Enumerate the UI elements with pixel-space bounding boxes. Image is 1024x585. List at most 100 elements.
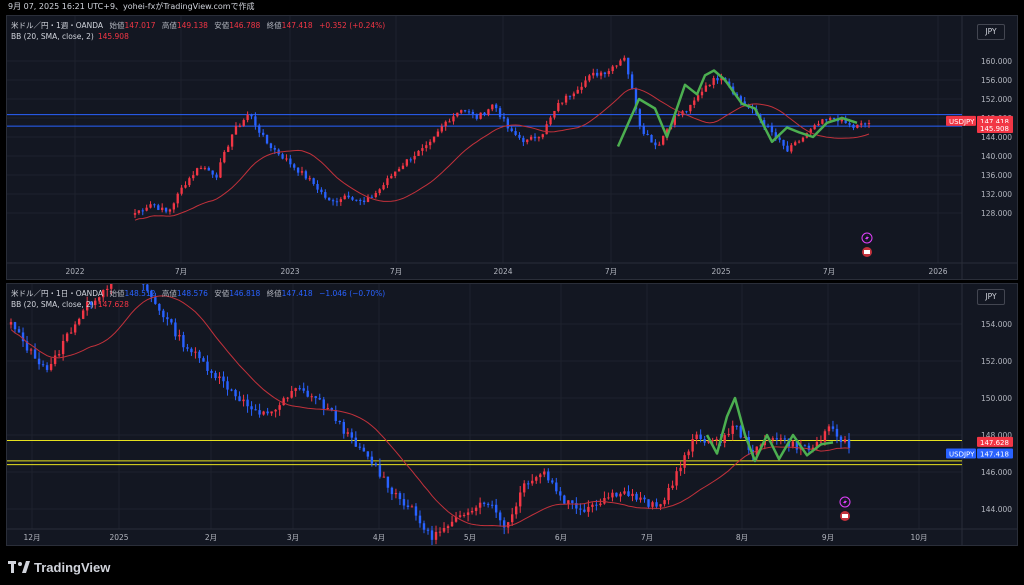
candle [258, 125, 261, 133]
candle [659, 504, 662, 507]
candle [599, 72, 603, 76]
y-axis-tick-label: 144.000 [981, 133, 1012, 142]
candle [696, 95, 700, 101]
y-axis-tick-label: 152.000 [981, 357, 1012, 366]
y-axis-tick-label: 152.000 [981, 95, 1012, 104]
candle [778, 137, 781, 140]
candle [531, 480, 534, 484]
daily-bb-legend: BB (20, SMA, close, 2) 147.628 [11, 300, 129, 310]
candle [238, 125, 242, 127]
candle [398, 493, 402, 500]
candle [679, 467, 682, 472]
x-axis-tick-label: 7月 [605, 267, 617, 276]
candle [370, 456, 374, 464]
low-label: 安値 [214, 289, 230, 298]
candle [238, 396, 241, 402]
candle [803, 445, 807, 447]
candle [93, 300, 97, 306]
candle [839, 436, 843, 443]
candle [498, 512, 502, 521]
currency-button[interactable]: JPY [977, 24, 1005, 40]
candle [428, 141, 432, 146]
y-axis-tick-label: 148.000 [981, 431, 1012, 440]
last-price-tag: 147.418 [977, 448, 1013, 459]
candle [832, 117, 836, 120]
price-tag-text: 147.628 [980, 439, 1009, 447]
bollinger-basis-line [134, 88, 870, 221]
candle [326, 408, 329, 410]
candle [444, 121, 447, 127]
candle [370, 196, 374, 198]
open-label: 始値 [109, 289, 125, 298]
candle [342, 422, 345, 434]
daily-chart-pane[interactable]: 154.000 152.000 150.000 148.000 146.000 144.0… [6, 283, 1018, 546]
candle [712, 78, 715, 85]
candle [49, 363, 53, 370]
candle [366, 451, 370, 457]
candle [529, 136, 533, 140]
candle [575, 503, 578, 509]
daily-chart-canvas[interactable]: 154.000 152.000 150.000 148.000 146.000 144.0… [7, 284, 1018, 546]
flag-glyph [842, 514, 848, 518]
candle [460, 110, 463, 113]
candle [154, 297, 157, 304]
low-value: 146.818 [229, 289, 261, 298]
weekly-chart-canvas[interactable]: 160.000156.000152.000148.000144.000140.0… [7, 16, 1018, 280]
daily-symbol-title: 米ドル／円・1日・OANDA [11, 289, 104, 298]
candle [535, 477, 538, 481]
candle [689, 104, 692, 112]
candle [675, 471, 678, 486]
y-axis-tick-label: 128.000 [981, 209, 1012, 218]
candle [663, 500, 666, 505]
candle [190, 348, 193, 353]
candle [475, 113, 478, 119]
candle [234, 126, 238, 135]
price-tag-text: USDJPY [949, 118, 975, 126]
candle [146, 284, 149, 291]
candle [417, 150, 420, 156]
candle [727, 433, 730, 436]
candle [479, 112, 482, 119]
open-label: 始値 [109, 21, 125, 30]
candle [328, 197, 331, 201]
candle [844, 118, 847, 124]
candle [339, 199, 342, 202]
candle [282, 398, 285, 406]
tradingview-brand: TradingView [34, 559, 111, 575]
candle [410, 506, 414, 508]
candle [98, 297, 101, 301]
candle [234, 390, 237, 397]
weekly-chart-pane[interactable]: 160.000156.000152.000148.000144.000140.0… [6, 15, 1018, 280]
candle [300, 171, 304, 173]
candle [711, 440, 714, 442]
candle [230, 134, 234, 147]
candle [619, 60, 622, 66]
wave-drawing [616, 69, 858, 148]
candle [266, 411, 269, 414]
candle [21, 332, 25, 342]
x-axis-tick-label: 7月 [390, 267, 402, 276]
candle [831, 426, 835, 429]
candle [458, 515, 462, 517]
candle [619, 493, 622, 497]
candle [454, 516, 458, 522]
candle [188, 178, 191, 186]
candle [172, 203, 176, 210]
candle [37, 358, 41, 365]
candle [324, 192, 327, 198]
candle [502, 520, 506, 528]
candle [153, 204, 156, 206]
candle [65, 333, 69, 341]
candle [807, 445, 811, 451]
candle [432, 136, 436, 142]
candle [522, 137, 525, 143]
candle [222, 376, 225, 382]
candle [478, 502, 482, 508]
candle [580, 86, 583, 90]
candle [650, 134, 653, 143]
candle [378, 189, 381, 193]
candle [715, 439, 718, 441]
currency-button[interactable]: JPY [977, 289, 1005, 305]
candle [89, 301, 93, 306]
lightning-glyph [865, 235, 869, 241]
